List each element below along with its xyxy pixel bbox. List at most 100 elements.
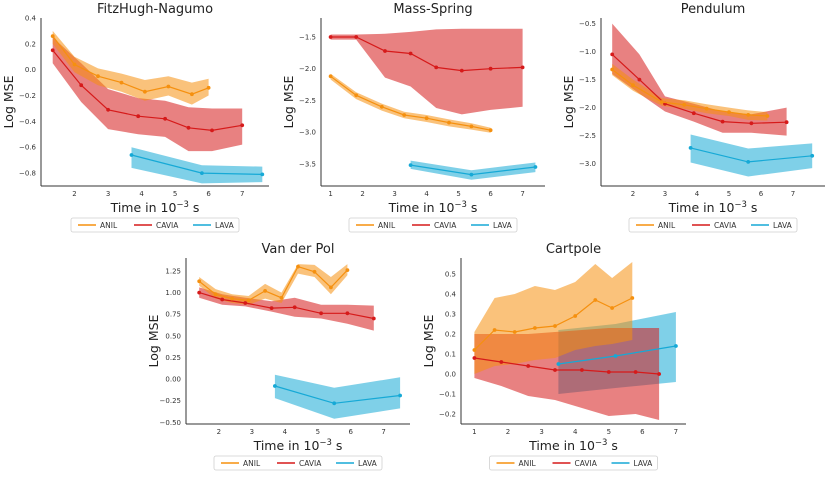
point-lava [556, 362, 561, 366]
point-cavia [526, 364, 531, 368]
point-cavia [210, 128, 214, 133]
y-tick-label: −2.5 [579, 132, 596, 140]
x-tick-label: 3 [663, 190, 667, 198]
point-anil [143, 89, 147, 94]
point-lava [398, 393, 402, 398]
point-lava [408, 163, 413, 168]
point-anil [553, 324, 557, 328]
point-anil [329, 285, 333, 290]
point-lava [746, 160, 751, 164]
legend-label-lava: LAVA [493, 221, 513, 230]
point-anil [312, 269, 317, 274]
point-anil [402, 113, 407, 117]
y-tick-label: 0.2 [25, 40, 36, 48]
legend-box [489, 455, 658, 471]
band-lava [690, 134, 813, 177]
x-tick-label: 7 [791, 190, 795, 198]
x-tick-label: 3 [106, 190, 110, 198]
legend-label-anil: ANIL [243, 459, 261, 468]
panel-mass-spring: 1 2 3 4 5 6 7 −1.5 −2.0 −2.5 −3.0 −3.5 Mass-Spring Ti… [281, 2, 545, 233]
y-tick-label: 0.3 [445, 311, 456, 319]
point-anil [469, 124, 474, 129]
y-tick-label: −2.0 [579, 104, 596, 112]
point-cavia [50, 48, 55, 53]
x-tick-label: 3 [392, 190, 396, 198]
point-cavia [606, 370, 611, 374]
y-tick-label: −0.2 [19, 92, 36, 100]
panel-pendulum: 2 3 4 5 6 7 −0.5 −1.0 −1.5 −2.0 −2.5 −3.0 Pendulum Ti… [561, 2, 825, 233]
line-anil [611, 69, 768, 117]
band-lava [410, 160, 536, 180]
panel-van-der-pol: 2 3 4 5 6 7 1.25 1.00 0.75 0.50 0.25 0.00 −0.25 −0.50… [146, 242, 410, 471]
point-cavia [383, 49, 387, 53]
band-cavia [52, 37, 243, 152]
point-cavia [220, 297, 225, 302]
x-tick-label: 2 [72, 190, 76, 198]
y-tick-label: −0.1 [439, 391, 456, 399]
y-axis-label: Log MSE [561, 75, 576, 128]
legend-label-lava: LAVA [773, 221, 793, 230]
y-tick-label: −0.50 [160, 419, 181, 427]
point-lava [260, 172, 265, 177]
x-axis-label: Time in 10−3 s [253, 438, 343, 453]
y-tick-label: 0.00 [165, 376, 181, 384]
panel-cartpole: 1 2 3 4 5 6 7 0.5 0.4 0.3 0.2 0.1 0.0 −0.1 −0.2 Cartpol… [421, 242, 686, 471]
point-cavia [472, 356, 477, 360]
point-cavia [610, 52, 615, 57]
y-tick-label: 0.5 [445, 271, 456, 279]
panel-fitzhugh-nagumo: 2 3 4 5 6 7 0.4 0.2 0.0 −0.2 −0.4 −0.6 −0.8 FitzHugh-… [1, 2, 269, 233]
legend-label-anil: ANIL [658, 221, 676, 230]
x-tick-label: 7 [520, 190, 524, 198]
y-tick-label: −0.5 [579, 20, 596, 28]
point-cavia [354, 35, 359, 39]
point-cavia [240, 123, 245, 128]
x-tick-label: 2 [506, 428, 510, 436]
point-lava [810, 153, 815, 158]
point-anil [50, 34, 55, 38]
point-cavia [186, 125, 191, 130]
point-cavia [434, 65, 439, 70]
y-tick-label: 0.0 [445, 371, 456, 379]
point-anil [296, 264, 300, 269]
x-tick-label: 4 [573, 428, 578, 436]
point-anil [573, 314, 578, 318]
legend-label-cavia: CAVIA [299, 459, 322, 468]
y-tick-label: −0.8 [19, 170, 36, 178]
point-cavia [345, 311, 350, 316]
point-anil [727, 110, 731, 114]
point-cavia [553, 368, 557, 372]
point-anil [197, 279, 202, 284]
line-cavia [474, 357, 660, 375]
point-anil [488, 128, 493, 133]
y-tick-label: 0.50 [165, 332, 181, 340]
x-tick-label: 4 [424, 190, 429, 198]
point-anil [213, 292, 218, 297]
band-lava [131, 147, 263, 184]
point-cavia [459, 68, 464, 73]
point-anil [492, 328, 497, 332]
point-cavia [79, 83, 84, 88]
point-anil [765, 114, 770, 118]
line-cavia [330, 36, 523, 72]
point-anil [166, 84, 171, 89]
y-tick-label: 0.75 [165, 311, 181, 319]
point-lava [200, 171, 204, 176]
x-tick-label: 5 [727, 190, 731, 198]
legend-label-anil: ANIL [519, 459, 537, 468]
x-tick-label: 2 [360, 190, 364, 198]
point-anil [746, 113, 751, 117]
legend: ANIL CAVIA LAVA [489, 455, 658, 471]
point-anil [447, 120, 451, 125]
x-tick-label: 1 [472, 428, 476, 436]
x-tick-label: 5 [316, 428, 320, 436]
x-tick-label: 4 [695, 190, 700, 198]
point-cavia [633, 370, 638, 374]
line-anil [198, 265, 348, 302]
legend-label-anil: ANIL [378, 221, 396, 230]
legend-label-lava: LAVA [358, 459, 378, 468]
point-lava [688, 146, 693, 150]
line-anil [330, 75, 491, 131]
y-tick-label: −1.0 [579, 48, 596, 56]
chart-title: Van der Pol [262, 242, 335, 257]
